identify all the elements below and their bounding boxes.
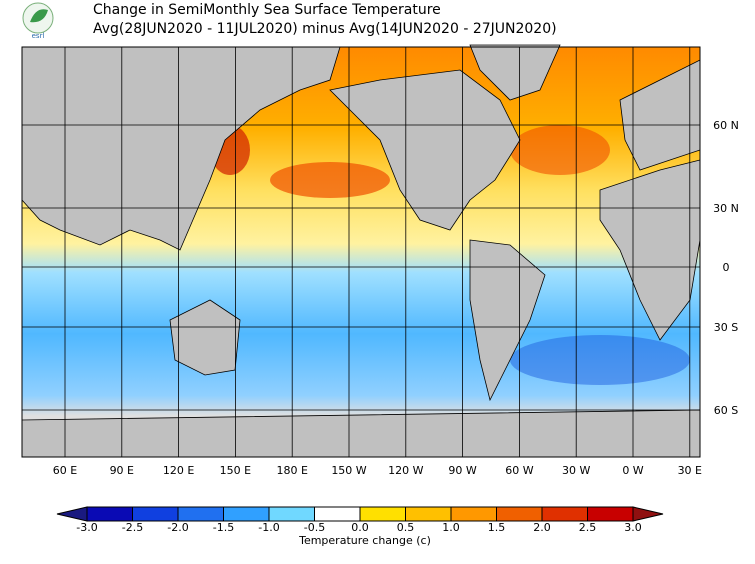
logo-leaf <box>30 9 48 23</box>
colorbar-end <box>56 506 88 522</box>
colorbar-tick: -1.5 <box>213 521 234 534</box>
map <box>21 44 701 458</box>
colorbar-tick: 3.0 <box>624 521 642 534</box>
lon-label: 60 E <box>53 464 77 477</box>
colorbar-box <box>450 506 497 522</box>
lon-label: 30 W <box>562 464 590 477</box>
lon-label: 150 W <box>331 464 366 477</box>
colorbar-tick: -2.5 <box>122 521 143 534</box>
colorbar-tick: 1.5 <box>488 521 506 534</box>
colorbar-end <box>632 506 664 522</box>
colorbar-tick: -0.5 <box>304 521 325 534</box>
colorbar-box <box>223 506 270 522</box>
colorbar-box <box>314 506 361 522</box>
colorbar-box <box>177 506 224 522</box>
colorbar-tick: 2.5 <box>579 521 597 534</box>
lat-label: 30 S <box>714 321 738 334</box>
lon-label: 150 E <box>220 464 251 477</box>
colorbar-box <box>268 506 315 522</box>
colorbar-tick: 0.5 <box>397 521 415 534</box>
lat-label: 0 <box>723 261 730 274</box>
colorbar-tick: -3.0 <box>76 521 97 534</box>
colorbar-tick: -1.0 <box>258 521 279 534</box>
cool-anomaly <box>510 335 690 385</box>
lon-label: 30 E <box>678 464 702 477</box>
land <box>21 44 701 458</box>
subtitle: Avg(28JUN2020 - 11JUL2020) minus Avg(14J… <box>93 21 557 37</box>
colorbar-box <box>86 506 133 522</box>
lon-label: 0 W <box>622 464 643 477</box>
lon-label: 90 W <box>448 464 476 477</box>
lat-label: 60 S <box>714 404 738 417</box>
title: Change in SemiMonthly Sea Surface Temper… <box>93 2 441 18</box>
logo-text: esrl <box>32 32 45 40</box>
warm-anomaly <box>270 162 390 198</box>
colorbar-box <box>405 506 452 522</box>
lat-label: 30 N <box>713 202 739 215</box>
lon-label: 60 W <box>505 464 533 477</box>
colorbar-box <box>132 506 179 522</box>
colorbar: -3.0 -2.5 -2.0 -1.5 -1.0 -0.5 0.0 0.5 1.0 1.5 2.0 2… <box>56 506 664 534</box>
lon-label: 120 E <box>163 464 194 477</box>
colorbar-box <box>496 506 543 522</box>
lon-label: 90 E <box>110 464 134 477</box>
map-frame <box>21 46 701 458</box>
warm-anomaly <box>510 125 610 175</box>
colorbar-box <box>359 506 406 522</box>
colorbar-tick: 2.0 <box>533 521 551 534</box>
lon-label: 180 E <box>276 464 307 477</box>
lon-label: 120 W <box>388 464 423 477</box>
colorbar-tick: 1.0 <box>442 521 460 534</box>
lat-label: 60 N <box>713 119 739 132</box>
colorbar-label: Temperature change (c) <box>298 534 431 547</box>
colorbar-box <box>541 506 588 522</box>
colorbar-tick: 0.0 <box>351 521 369 534</box>
colorbar-box <box>587 506 634 522</box>
colorbar-tick: -2.0 <box>167 521 188 534</box>
